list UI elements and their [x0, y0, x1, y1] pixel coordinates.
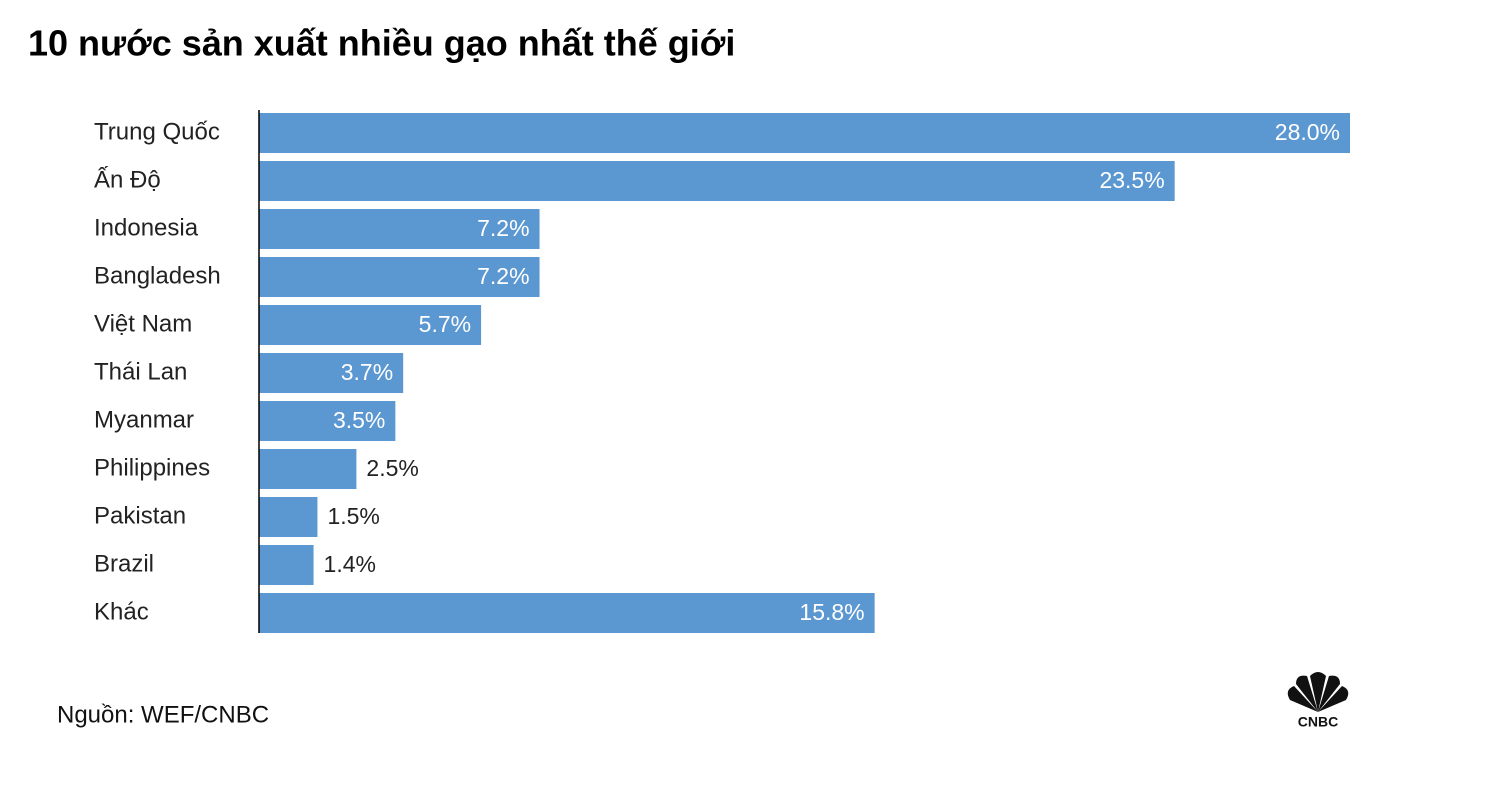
value-label: 28.0% [1275, 119, 1340, 145]
value-label: 3.7% [341, 359, 393, 385]
source: Nguồn: WEF/CNBC [57, 701, 269, 728]
bar [259, 401, 396, 441]
chart-title: 10 nước sản xuất nhiều gạo nhất thế giới [28, 23, 735, 64]
bar [259, 257, 540, 297]
y-tick-label: Ấn Độ [94, 165, 161, 193]
value-label: 1.5% [327, 503, 379, 529]
value-label: 5.7% [419, 311, 471, 337]
bar [259, 497, 318, 537]
logo-feather [1318, 675, 1340, 712]
logo-feather [1318, 686, 1349, 712]
value-label: 7.2% [477, 215, 529, 241]
y-tick-label: Philippines [94, 454, 210, 481]
bar [259, 113, 1350, 153]
y-tick-label: Thái Lan [94, 358, 187, 385]
logo-text: CNBC [1298, 714, 1338, 730]
value-label: 1.4% [324, 551, 376, 577]
value-label: 2.5% [366, 455, 418, 481]
value-label: 3.5% [333, 407, 385, 433]
bar [259, 209, 540, 249]
value-label: 23.5% [1099, 167, 1164, 193]
logo-feather [1287, 686, 1318, 712]
bar [259, 353, 404, 393]
value-label: 7.2% [477, 263, 529, 289]
bar [259, 305, 482, 345]
bar [259, 593, 875, 633]
logo: CNBC [1287, 672, 1349, 730]
y-tick-label: Trung Quốc [94, 118, 220, 145]
bar [259, 545, 314, 585]
y-tick-label: Khác [94, 598, 149, 625]
bar [259, 161, 1175, 201]
y-tick-label: Bangladesh [94, 262, 221, 289]
y-tick-label: Indonesia [94, 214, 199, 241]
logo-feather [1296, 675, 1318, 712]
y-tick-label: Việt Nam [94, 310, 192, 337]
logo-feather [1310, 672, 1326, 712]
y-tick-label: Brazil [94, 550, 154, 577]
y-tick-label: Myanmar [94, 406, 194, 433]
bar [259, 449, 357, 489]
value-label: 15.8% [799, 599, 864, 625]
y-tick-label: Pakistan [94, 502, 186, 529]
